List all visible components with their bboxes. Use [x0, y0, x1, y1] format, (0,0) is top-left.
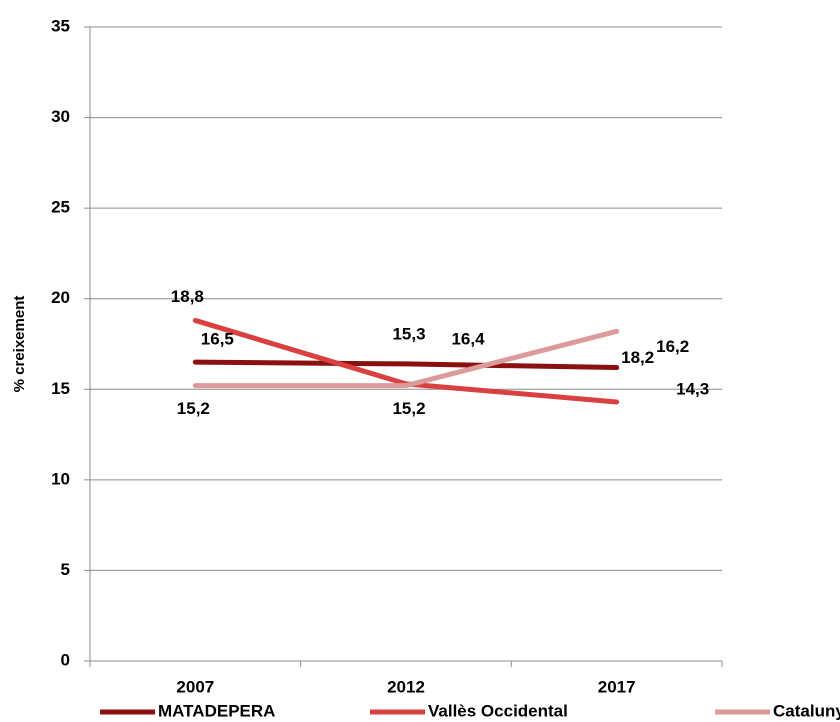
legend-label: MATADEPERA: [158, 701, 275, 720]
y-tick-label: 30: [51, 107, 70, 126]
x-tick-label: 2007: [176, 677, 214, 696]
data-label: 15,2: [177, 399, 210, 418]
data-label: 16,2: [656, 337, 689, 356]
data-label: 15,3: [392, 324, 425, 343]
y-tick-label: 35: [51, 16, 70, 35]
y-tick-label: 10: [51, 469, 70, 488]
data-label: 14,3: [676, 379, 709, 398]
y-tick-label: 5: [61, 560, 70, 579]
series-line: [192, 359, 620, 371]
data-label: 18,8: [171, 287, 204, 306]
data-label: 15,2: [392, 399, 425, 418]
y-tick-label: 20: [51, 288, 70, 307]
x-tick-label: 2017: [598, 677, 636, 696]
y-axis-label: % creixement: [11, 296, 28, 393]
series-line: [192, 328, 620, 389]
legend-label: Catalunya: [773, 701, 840, 720]
y-tick-label: 0: [61, 650, 70, 669]
y-tick-label: 15: [51, 379, 70, 398]
legend-label: Vallès Occidental: [428, 701, 568, 720]
data-label: 16,4: [451, 329, 485, 348]
x-tick-label: 2012: [387, 677, 425, 696]
y-tick-label: 25: [51, 198, 70, 217]
data-label: 18,2: [621, 348, 654, 367]
data-label: 16,5: [201, 330, 234, 349]
